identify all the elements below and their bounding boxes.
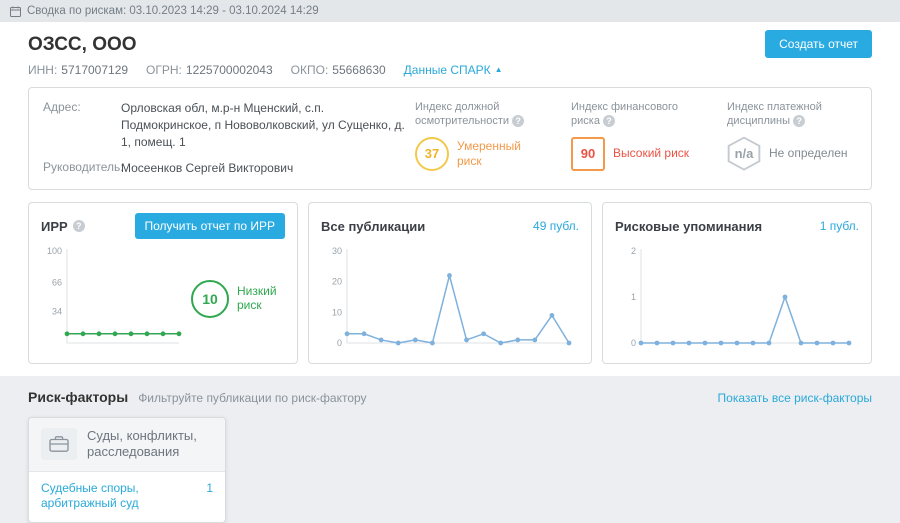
info-icon[interactable]: ? [512,115,525,128]
summary-title: Сводка по рискам: 03.10.2023 14:29 - 03.… [27,5,319,17]
svg-text:30: 30 [332,246,342,256]
risk-mentions-count-link[interactable]: 1 публ. [819,219,859,234]
okpo-value: 55668630 [332,63,386,77]
svg-text:34: 34 [52,307,62,317]
charts-row: ИРР ? Получить отчет по ИРР 100 66 34 10 Н… [28,202,872,365]
briefcase-icon [41,428,77,461]
risk-factor-category: Суды, конфликты, расследования [87,428,197,460]
svg-text:1: 1 [631,292,636,302]
irr-report-button[interactable]: Получить отчет по ИРР [134,213,285,240]
index-financial-risk-label: Индекс финансового риска [571,101,678,128]
spark-data-link-label: Данные СПАРК [403,63,491,77]
create-report-button[interactable]: Создать отчет [765,30,872,58]
okpo-item: ОКПО: 55668630 [291,63,386,77]
irr-badge-label: Низкий риск [237,284,277,313]
risk-factors-subtitle: Фильтруйте публикации по риск-фактору [138,391,367,406]
risk-factor-count: 1 [206,480,213,495]
okpo-label: ОКПО: [290,63,329,77]
chevron-up-icon: ▲ [494,65,503,74]
ogrn-item: ОГРН: 1225700002043 [146,63,273,77]
info-icon[interactable]: ? [603,115,615,128]
irr-title: ИРР [41,218,68,234]
risk-factor-link[interactable]: Судебные споры, арбитражный суд [41,480,139,511]
svg-text:20: 20 [332,277,342,287]
ogrn-value: 1225700002043 [185,63,273,77]
publications-card: Все публикации 49 публ. 30 20 10 0 [308,202,592,365]
address-label: Адрес: [43,100,81,114]
head-label: Руководитель: [43,160,124,175]
inn-label: ИНН: [28,63,58,77]
index-due-diligence: Индекс должной осмотрительности ? 37 Уме… [415,100,545,177]
index-financial-risk-status: Высокий риск [613,146,690,161]
info-icon[interactable]: ? [793,115,806,128]
publications-chart: 30 20 10 0 [321,243,579,355]
svg-text:100: 100 [47,246,62,256]
company-name: ОЗСС, ООО [28,34,137,55]
svg-text:66: 66 [52,277,62,287]
calendar-icon [10,6,21,17]
summary-bar: Сводка по рискам: 03.10.2023 14:29 - 03.… [0,0,900,22]
svg-text:0: 0 [337,338,342,348]
index-payment-discipline-value: n/a [727,136,761,171]
inn-item: ИНН: 5717007129 [28,63,128,77]
risk-mentions-card: Рисковые упоминания 1 публ. 2 1 0 [602,202,872,365]
index-due-diligence-status: Умеренный риск [457,139,521,168]
show-all-risk-factors-link[interactable]: Показать все риск-факторы [717,391,872,406]
svg-text:0: 0 [631,338,636,348]
risk-factors-section: Риск-факторы Фильтруйте публикации по ри… [0,376,900,523]
company-info-box: Адрес: Орловская обл, м.р-н Мценский, с.… [28,87,872,191]
info-icon[interactable]: ? [72,220,85,233]
risk-indexes: Индекс должной осмотрительности ? 37 Уме… [415,100,857,177]
svg-text:2: 2 [631,246,636,256]
irr-card: ИРР ? Получить отчет по ИРР 100 66 34 10 Н… [28,202,298,365]
address-value: Орловская обл, м.р-н Мценский, с.п. Подм… [121,101,405,149]
svg-text:10: 10 [332,308,342,318]
inn-value: 5717007129 [61,63,129,77]
index-payment-discipline-status: Не определен [769,146,848,161]
irr-chart: 100 66 34 [41,243,189,355]
publications-count-link[interactable]: 49 публ. [533,219,579,234]
risk-mentions-title: Рисковые упоминания [615,218,763,234]
head-value: Мосеенков Сергей Викторович [121,161,294,176]
index-due-diligence-value: 37 [415,136,449,171]
risk-mentions-chart: 2 1 0 [615,243,859,355]
index-payment-discipline-label: Индекс платежной дисциплины [727,101,822,128]
index-financial-risk: Индекс финансового риска ? 90 Высокий ри… [571,100,701,177]
index-due-diligence-label: Индекс должной осмотрительности [415,101,510,128]
risk-factors-title: Риск-факторы [28,389,129,406]
irr-risk-badge: 10 Низкий риск [191,280,289,319]
publications-title: Все публикации [321,218,426,234]
index-financial-risk-value: 90 [571,136,605,171]
registry-row: ИНН: 5717007129 ОГРН: 1225700002043 ОКПО… [28,63,872,77]
ogrn-label: ОГРН: [146,63,182,77]
index-payment-discipline: Индекс платежной дисциплины ? n/a Не опр… [727,100,857,177]
irr-badge-value: 10 [191,280,229,319]
spark-data-link[interactable]: Данные СПАРК ▲ [404,63,503,77]
risk-factor-card[interactable]: Суды, конфликты, расследования Судебные … [28,417,226,523]
main-card: ОЗСС, ООО Создать отчет ИНН: 5717007129 … [0,22,900,377]
